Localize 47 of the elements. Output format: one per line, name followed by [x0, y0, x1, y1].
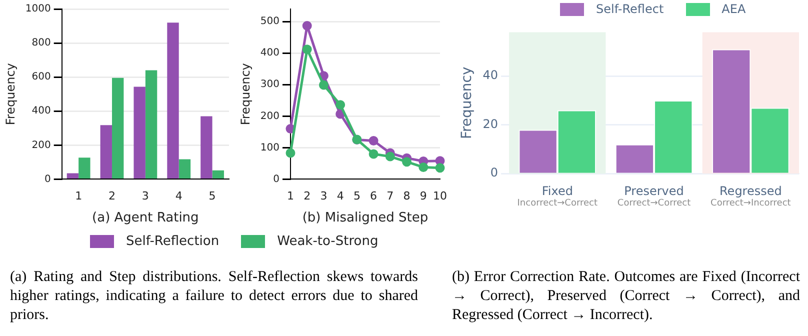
x-tick-label: 5	[208, 190, 216, 203]
y-tick-label: 200	[32, 140, 51, 151]
y-tick-label: 100	[260, 142, 280, 154]
y-tick-label: 600	[32, 72, 51, 83]
x-tick-label: 8	[403, 190, 410, 203]
x-tick-label: Preserved	[624, 184, 684, 198]
x-tick-label: 4	[336, 190, 344, 203]
y-tick-label: 800	[32, 38, 51, 49]
x-axis-title: (a) Agent Rating	[92, 210, 199, 226]
y-tick-label: 0	[273, 174, 280, 185]
y-tick-label: 0	[44, 174, 51, 185]
x-tick-label: Fixed	[542, 184, 573, 198]
legend-label: AEA	[722, 2, 746, 16]
y-axis-title: Frequency	[3, 63, 18, 126]
text: (b) Error Correction Rate. Outcomes are Fixed (Incorrect → Correct), Preserved (Correct → Correct), and Regressed (Correct → Incorrect).	[452, 268, 800, 325]
x-tick-label: 3	[320, 190, 328, 203]
x-tick-label: 10	[433, 190, 447, 203]
x-tick-label: 2	[304, 190, 311, 203]
y-tick-label: 0	[490, 166, 498, 180]
x-tick-label: 6	[370, 190, 378, 203]
y-tick-label: 400	[32, 106, 51, 117]
y-tick-label: 1000	[25, 4, 51, 15]
x-tick-label: 1	[75, 190, 82, 203]
y-tick-label: 500	[260, 16, 280, 28]
y-tick-label: 200	[260, 110, 280, 122]
y-tick-label: 400	[260, 48, 280, 59]
legend-label: Self-Reflection	[126, 234, 220, 249]
y-tick-label: 300	[260, 79, 280, 90]
text: Incorrect→Correct	[517, 198, 598, 208]
legend-label: Weak-to-Strong	[277, 234, 378, 249]
x-tick-label: 1	[286, 190, 294, 203]
x-tick-label: Regressed	[720, 184, 782, 198]
y-tick-label: 20	[482, 116, 498, 131]
legend-label: Self-Reflect	[596, 2, 664, 16]
x-tick-label: 3	[142, 190, 149, 203]
text: Correct→Incorrect	[710, 198, 792, 208]
y-axis-title: Frequency	[238, 63, 252, 126]
x-tick-label: 9	[420, 190, 427, 203]
y-tick-label: 40	[482, 68, 498, 82]
text: (a) Rating and Step distributions. Self-Reflection skews towards higher ratings, indicating a failure to detect errors due to shared priors.	[10, 268, 418, 325]
x-tick-label: 5	[353, 190, 360, 203]
text: Correct→Correct	[617, 198, 692, 208]
x-tick-label: 4	[175, 190, 182, 203]
x-axis-title: (b) Misaligned Step	[302, 210, 428, 226]
x-tick-label: 2	[108, 190, 116, 203]
x-tick-label: 7	[386, 190, 394, 203]
y-axis-title: Frequency	[459, 66, 476, 140]
